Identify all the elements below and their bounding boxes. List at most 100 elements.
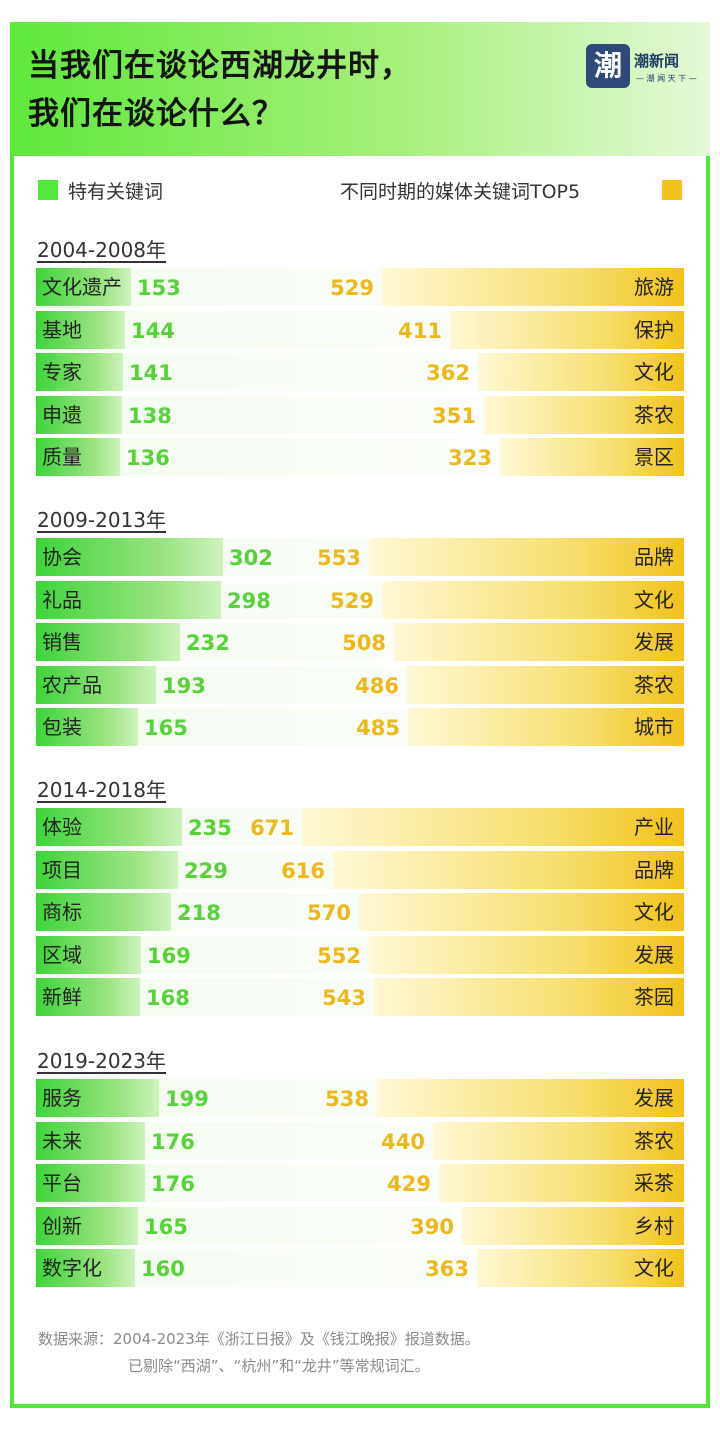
unique-value-label: 298 bbox=[227, 588, 271, 613]
unique-value-label: 153 bbox=[137, 276, 181, 300]
top5-bar bbox=[477, 1249, 684, 1287]
source-line-2: 已剔除“西湖”、“杭州”和“龙井”等常规词汇。 bbox=[128, 1357, 430, 1375]
unique-keyword-label: 基地 bbox=[42, 317, 82, 342]
unique-value-label: 229 bbox=[184, 858, 228, 883]
top5-keyword-label: 景区 bbox=[634, 445, 674, 469]
unique-bar bbox=[36, 893, 171, 931]
top5-bar bbox=[407, 665, 684, 704]
period-title: 2019-2023年 bbox=[37, 1049, 167, 1073]
unique-value-label: 302 bbox=[229, 546, 273, 570]
unique-value-label: 193 bbox=[162, 673, 206, 698]
top5-bar bbox=[394, 623, 684, 661]
unique-value-label: 169 bbox=[147, 943, 191, 968]
unique-keyword-label: 专家 bbox=[42, 360, 82, 384]
unique-bar bbox=[36, 310, 125, 349]
top5-bar bbox=[369, 935, 684, 974]
unique-keyword-label: 创新 bbox=[42, 1213, 82, 1238]
unique-keyword-label: 文化遗产 bbox=[42, 275, 122, 299]
legend-green-swatch bbox=[38, 180, 58, 200]
top5-value-label: 570 bbox=[307, 901, 351, 925]
unique-bar bbox=[36, 808, 182, 846]
top5-bar bbox=[462, 1206, 684, 1245]
top5-bar bbox=[382, 580, 684, 619]
unique-bar bbox=[36, 1249, 135, 1287]
top5-bar bbox=[369, 538, 684, 576]
unique-keyword-label: 未来 bbox=[42, 1128, 82, 1153]
source-line-1: 数据来源：2004-2023年《浙江日报》及《钱江晚报》报道数据。 bbox=[38, 1330, 480, 1348]
top5-value-label: 552 bbox=[317, 943, 361, 968]
top5-value-label: 486 bbox=[355, 673, 399, 698]
legend-yellow-swatch bbox=[662, 180, 682, 200]
unique-bar bbox=[36, 1121, 145, 1160]
unique-keyword-label: 协会 bbox=[42, 545, 82, 569]
top5-bar bbox=[439, 1164, 684, 1202]
unique-bar bbox=[36, 268, 131, 306]
top5-value-label: 616 bbox=[281, 858, 325, 883]
unique-bar bbox=[36, 538, 223, 576]
unique-keyword-label: 销售 bbox=[42, 630, 82, 654]
unique-keyword-label: 申遗 bbox=[42, 402, 82, 427]
unique-keyword-label: 农产品 bbox=[42, 672, 102, 697]
unique-value-label: 218 bbox=[177, 901, 221, 925]
top5-value-label: 671 bbox=[250, 816, 294, 840]
top5-bar bbox=[374, 978, 684, 1016]
top5-bar bbox=[359, 893, 684, 931]
top5-keyword-label: 茶园 bbox=[634, 985, 674, 1009]
top5-value-label: 553 bbox=[317, 546, 361, 570]
unique-value-label: 138 bbox=[128, 403, 172, 428]
unique-bar bbox=[36, 623, 180, 661]
unique-value-label: 165 bbox=[144, 716, 188, 740]
top5-value-label: 440 bbox=[381, 1129, 425, 1154]
unique-value-label: 176 bbox=[151, 1129, 195, 1154]
brand-slogan: — 潮 闻 天 下 — bbox=[636, 74, 697, 83]
period-title: 2004-2008年 bbox=[37, 238, 167, 262]
top5-bar bbox=[478, 353, 684, 391]
top5-keyword-label: 茶农 bbox=[634, 1128, 674, 1153]
unique-value-label: 144 bbox=[131, 318, 175, 343]
unique-keyword-label: 包装 bbox=[42, 715, 82, 739]
unique-bar bbox=[36, 395, 122, 434]
top5-bar bbox=[382, 268, 684, 306]
brand-logo-icon: 潮 bbox=[586, 44, 630, 88]
unique-value-label: 136 bbox=[126, 446, 170, 470]
unique-bar bbox=[36, 1206, 138, 1245]
unique-value-label: 235 bbox=[188, 816, 232, 840]
top5-keyword-label: 城市 bbox=[634, 715, 674, 739]
unique-value-label: 176 bbox=[151, 1172, 195, 1196]
unique-value-label: 165 bbox=[144, 1214, 188, 1239]
top5-bar bbox=[333, 850, 684, 889]
unique-keyword-label: 项目 bbox=[42, 857, 82, 882]
top5-keyword-label: 发展 bbox=[634, 630, 674, 654]
unique-keyword-label: 服务 bbox=[42, 1086, 82, 1110]
unique-bar bbox=[36, 580, 221, 619]
top5-bar bbox=[450, 310, 684, 349]
top5-bar bbox=[377, 1079, 684, 1117]
legend-top5-keywords: 不同时期的媒体关键词TOP5 bbox=[340, 181, 581, 203]
unique-bar bbox=[36, 353, 123, 391]
top5-value-label: 543 bbox=[322, 986, 366, 1010]
top5-value-label: 529 bbox=[330, 588, 374, 613]
top5-value-label: 485 bbox=[356, 716, 400, 740]
top5-keyword-label: 品牌 bbox=[634, 545, 674, 569]
top5-bar bbox=[484, 395, 684, 434]
unique-bar bbox=[36, 1164, 145, 1202]
top5-keyword-label: 旅游 bbox=[634, 275, 674, 299]
top5-value-label: 508 bbox=[342, 631, 386, 655]
top5-value-label: 411 bbox=[398, 318, 442, 343]
top5-keyword-label: 发展 bbox=[634, 942, 674, 967]
top5-keyword-label: 文化 bbox=[634, 587, 674, 612]
top5-keyword-label: 乡村 bbox=[634, 1213, 674, 1238]
top5-value-label: 362 bbox=[426, 361, 470, 385]
unique-value-label: 168 bbox=[146, 986, 190, 1010]
top5-value-label: 529 bbox=[330, 276, 374, 300]
unique-value-label: 141 bbox=[129, 361, 173, 385]
top5-keyword-label: 茶农 bbox=[634, 402, 674, 427]
top5-value-label: 363 bbox=[425, 1257, 469, 1281]
top5-bar bbox=[302, 808, 684, 846]
unique-keyword-label: 商标 bbox=[42, 900, 82, 924]
top5-keyword-label: 文化 bbox=[634, 360, 674, 384]
unique-bar bbox=[36, 935, 141, 974]
top5-keyword-label: 采茶 bbox=[634, 1171, 674, 1195]
brand-name: 潮新闻 bbox=[634, 52, 680, 70]
top5-keyword-label: 产业 bbox=[634, 815, 674, 839]
